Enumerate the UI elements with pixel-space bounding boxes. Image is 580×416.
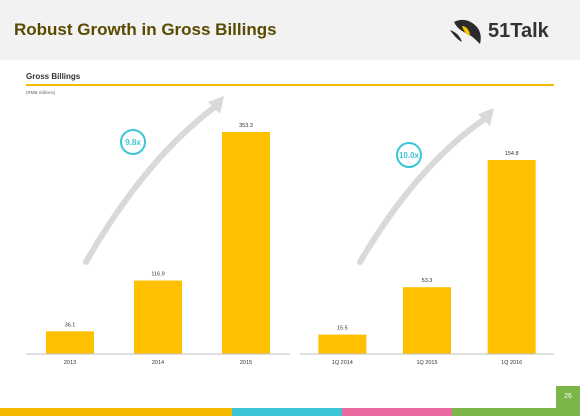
growth-arrow-head — [208, 96, 224, 114]
header-bar — [0, 0, 580, 60]
growth-badge-label: 9.8x — [125, 138, 141, 147]
value-label: 53.3 — [422, 278, 433, 284]
page-title: Robust Growth in Gross Billings — [14, 20, 277, 39]
logo-text: 51Talk — [488, 20, 549, 42]
bar — [403, 287, 451, 354]
footer-bar-green — [452, 408, 580, 416]
value-label: 36.1 — [65, 322, 76, 328]
category-label: 1Q 2016 — [501, 360, 522, 366]
growth-badge-label: 10.0x — [399, 151, 420, 160]
bar — [487, 160, 536, 354]
growth-badge — [396, 142, 422, 168]
bird-logo-icon — [450, 19, 481, 44]
value-label: 353.3 — [239, 123, 253, 129]
growth-arrow-head — [478, 108, 494, 126]
category-label: 2014 — [152, 360, 164, 366]
divider-rule — [26, 84, 554, 86]
bar — [318, 334, 367, 354]
category-label: 1Q 2014 — [332, 360, 353, 366]
growth-arrow — [83, 103, 219, 265]
growth-arrow — [357, 115, 489, 265]
bar — [222, 132, 270, 354]
value-label: 154.8 — [505, 151, 519, 157]
value-label: 116.9 — [151, 272, 164, 278]
chart-subtitle: Gross Billings — [26, 72, 81, 81]
growth-badge — [120, 129, 146, 155]
category-label: 1Q 2015 — [416, 360, 437, 366]
category-label: 2015 — [240, 360, 252, 366]
category-label: 2013 — [64, 360, 76, 366]
footer-bar-cyan — [232, 408, 342, 416]
units-label: (RMB millions) — [26, 90, 56, 95]
page-number: 26 — [556, 386, 580, 408]
footer-bar-pink — [342, 408, 452, 416]
bar — [46, 331, 94, 354]
bar — [134, 280, 182, 354]
value-label: 15.5 — [337, 326, 348, 332]
footer-bar-yellow — [0, 408, 232, 416]
